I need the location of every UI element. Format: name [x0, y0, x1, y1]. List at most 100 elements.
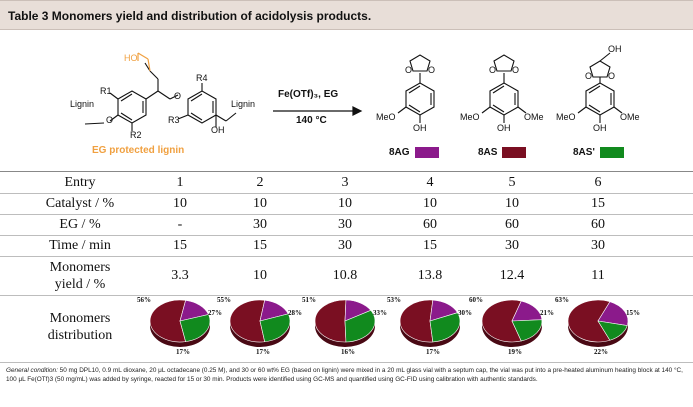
row-yield: Monomers yield / % 3.3 10 10.8 13.8 12.4… [0, 257, 693, 295]
o-8as-prime-label-b: O [608, 71, 616, 81]
pie-slice-8as-prime [597, 320, 628, 341]
pie-slice-8as [481, 299, 522, 343]
catalyst-cell: 10 [253, 196, 267, 211]
pie-label: 60% [469, 296, 483, 304]
pie-slice-8as-prime [429, 312, 461, 343]
lignin-right-label: Lignin [231, 99, 256, 109]
pie-slice-8as-prime [344, 309, 376, 343]
product-name-8ag: 8AG [389, 147, 410, 158]
o-8ag-label-a: O [405, 65, 413, 75]
label-time: Time / min [49, 238, 111, 253]
entry-cell: 6 [594, 175, 602, 190]
reagent-label: Fe(OTf)₃, EG [278, 89, 339, 100]
pie-slice-8as [149, 299, 186, 343]
time-cell: 15 [423, 238, 437, 253]
label-catalyst: Catalyst / % [45, 196, 115, 211]
pie-label: 16% [341, 348, 355, 354]
yield-cell: 10 [253, 268, 267, 283]
row-distribution: Monomers distribution [0, 296, 693, 358]
oh-8as-label: OH [497, 123, 511, 133]
row-entry: Entry 1 2 3 4 5 6 [0, 173, 693, 193]
label-yield-line2: yield / % [54, 277, 106, 292]
yield-cell: 12.4 [499, 268, 525, 283]
time-cell: 30 [591, 238, 605, 253]
o-8as-prime-label-a: O [585, 71, 593, 81]
pie-label: 51% [302, 296, 316, 304]
o-label-1: O [106, 115, 114, 125]
yield-cell: 3.3 [171, 268, 189, 283]
entry-cell: 5 [508, 175, 516, 190]
pie-label: 27% [208, 309, 222, 317]
label-eg: EG / % [59, 217, 101, 232]
eg-cell: 60 [423, 217, 437, 232]
entry-cell: 2 [256, 175, 264, 190]
catalyst-cell: 10 [423, 196, 437, 211]
catalyst-cell: 10 [505, 196, 519, 211]
pie-label: 22% [594, 348, 608, 354]
entry-cell: 3 [341, 175, 349, 190]
table-rule-top [0, 171, 693, 172]
ome-8as-prime-label: OMe [620, 112, 640, 122]
pie-label: 56% [137, 296, 151, 304]
product-name-8as-prime: 8AS' [573, 147, 595, 158]
o-8as-label-a: O [489, 65, 497, 75]
pie-slice-8as [314, 299, 347, 343]
meo-8as-prime-label: MeO [556, 112, 576, 122]
o-label-2: O [174, 91, 182, 101]
lignin-left-label: Lignin [70, 99, 95, 109]
pie-slice-8as [399, 299, 434, 343]
label-yield: Monomers yield / % [0, 259, 160, 293]
table-rule [0, 235, 693, 236]
pie-label: 17% [176, 348, 190, 354]
pie-label: 17% [426, 348, 440, 354]
product-label-8as: 8AS [478, 147, 527, 158]
pie-chart-entry-2: 55% 28% 17% [217, 296, 302, 354]
row-eg: EG / % - 30 30 60 60 60 [0, 215, 693, 235]
eg-cell: 60 [505, 217, 519, 232]
yield-cell: 13.8 [417, 268, 443, 283]
swatch-8as-prime [599, 147, 624, 158]
pie-slice-8ag [597, 301, 629, 326]
eg-protected-label: EG protected lignin [92, 145, 185, 156]
entry-cell: 1 [176, 175, 184, 190]
oh-8as-prime-label: OH [593, 123, 607, 133]
pie-label: 19% [508, 348, 522, 354]
eg-cell: 30 [253, 217, 267, 232]
ome-8as-label: OMe [524, 112, 544, 122]
pie-label: 21% [540, 309, 554, 317]
product-8as-structure [481, 54, 527, 123]
meo-8as-label: MeO [460, 112, 480, 122]
footnote-text: 50 mg DPL10, 0.9 mL dioxane, 20 μL octad… [6, 367, 683, 383]
swatch-8ag [414, 147, 439, 158]
footnote-lead: General condition: [6, 367, 58, 374]
temperature-label: 140 °C [296, 115, 327, 126]
pie-slice-8as-prime [179, 314, 211, 342]
pie-chart-entry-5: 60% 21% 19% [469, 296, 554, 354]
pie-label: 55% [217, 296, 231, 304]
time-cell: 15 [253, 238, 267, 253]
pie-chart-entry-3: 51% 33% 16% [302, 296, 387, 354]
table-rule [0, 193, 693, 194]
r1-label: R1 [100, 86, 112, 96]
oh-reactant-label: OH [211, 125, 225, 135]
ho-label: HO [124, 53, 138, 63]
row-time: Time / min 15 15 30 15 30 30 [0, 236, 693, 256]
pie-label: 28% [288, 309, 302, 317]
pie-label: 53% [387, 296, 401, 304]
eg-cell: 60 [591, 217, 605, 232]
oh-8ag-label: OH [413, 123, 427, 133]
pie-chart-entry-1: 56% 27% 17% [137, 296, 222, 354]
label-distribution: Monomers distribution [0, 310, 160, 344]
r4-label: R4 [196, 73, 208, 83]
product-label-8as-prime: 8AS' [573, 147, 624, 158]
pie-label: 15% [626, 309, 640, 317]
meo-8ag-label: MeO [376, 112, 396, 122]
pie-slice-8as [567, 299, 611, 343]
label-entry: Entry [64, 175, 96, 190]
swatch-8as [502, 147, 527, 158]
product-label-8ag: 8AG [389, 147, 439, 158]
eg-cell: - [177, 217, 183, 232]
table-footnote: General condition: 50 mg DPL10, 0.9 mL d… [0, 362, 693, 407]
eg-fragment [137, 52, 151, 72]
time-cell: 30 [505, 238, 519, 253]
